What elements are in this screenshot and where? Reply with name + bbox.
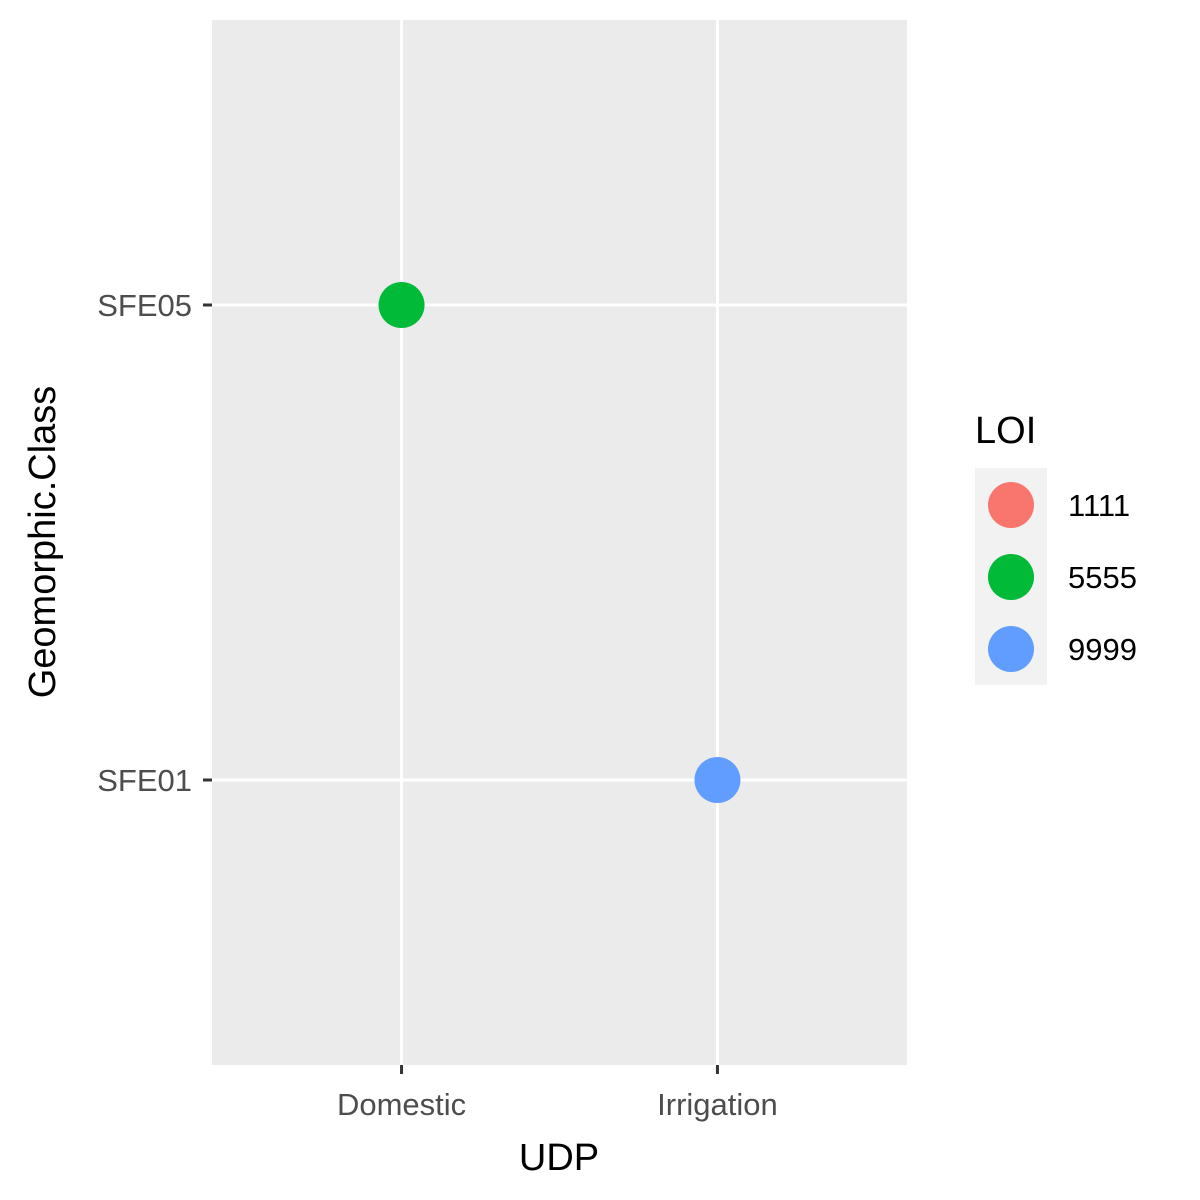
y-tick-label: SFE01 <box>97 763 192 798</box>
axis-ticks <box>203 303 719 1074</box>
legend-key <box>988 626 1034 672</box>
y-axis-title: Geomorphic.Class <box>22 386 64 699</box>
plot-panel <box>212 20 907 1065</box>
data-point <box>694 757 741 803</box>
data-point <box>378 282 425 328</box>
y-tick-labels: SFE01 SFE05 <box>97 288 192 798</box>
data-points <box>378 282 741 803</box>
x-tick-label: Irrigation <box>657 1087 778 1122</box>
y-tick-label: SFE05 <box>97 288 192 323</box>
legend: LOI 1111 5555 9999 <box>975 410 1137 685</box>
legend-label: 9999 <box>1068 632 1137 667</box>
grid-lines <box>212 20 907 1065</box>
x-tick-labels: Domestic Irrigation <box>337 1087 778 1122</box>
x-axis-title: UDP <box>519 1137 599 1179</box>
legend-entries: 1111 5555 9999 <box>988 482 1137 672</box>
legend-label: 5555 <box>1068 560 1137 595</box>
legend-label: 1111 <box>1068 488 1130 523</box>
legend-title: LOI <box>975 410 1036 452</box>
legend-key <box>988 554 1034 600</box>
x-tick-label: Domestic <box>337 1087 466 1122</box>
legend-key <box>988 482 1034 528</box>
